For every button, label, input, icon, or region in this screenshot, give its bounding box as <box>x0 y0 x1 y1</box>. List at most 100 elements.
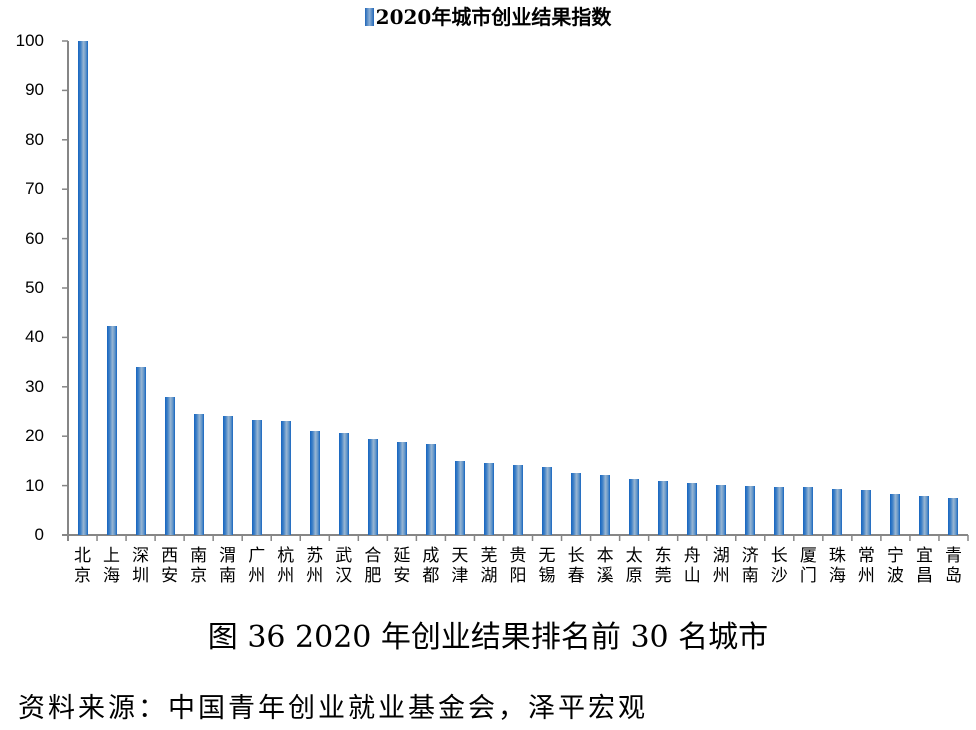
bar-湖州 <box>716 484 727 535</box>
x-tick-label: 深圳 <box>127 546 155 586</box>
y-tick-label: 30 <box>25 376 44 396</box>
x-tick-label: 渭南 <box>214 546 242 586</box>
y-tick-label: 100 <box>15 31 44 50</box>
y-tick-label: 50 <box>25 278 44 297</box>
x-tick-label-char: 安 <box>393 566 411 586</box>
x-tick-label: 常州 <box>852 546 880 586</box>
x-tick-label-char: 门 <box>799 566 817 586</box>
figure-caption: 图 36 2020 年创业结果排名前 30 名城市 <box>207 620 769 655</box>
x-tick-label-char: 太 <box>625 546 643 566</box>
bar-芜湖 <box>483 462 494 535</box>
bar-宁波 <box>890 494 901 535</box>
x-tick-label: 延安 <box>388 546 416 586</box>
x-tick-label: 芜湖 <box>475 546 503 586</box>
x-tick-label-char: 州 <box>277 566 295 586</box>
x-tick-label-char: 州 <box>857 566 875 586</box>
x-tick-label-char: 延 <box>393 546 411 566</box>
x-tick-label-char: 苏 <box>306 546 324 566</box>
x-tick-label-char: 武 <box>335 546 353 566</box>
x-tick-label-char: 芜 <box>480 546 498 566</box>
x-tick-label-char: 肥 <box>364 566 382 586</box>
x-tick-label-char: 春 <box>567 566 585 586</box>
x-tick-label-char: 舟 <box>683 546 701 566</box>
x-tick-label-char: 济 <box>741 546 759 566</box>
x-tick-label-char: 莞 <box>654 566 672 586</box>
y-tick-label: 10 <box>25 475 44 495</box>
x-tick-label-char: 长 <box>770 546 788 566</box>
x-tick-label-char: 京 <box>190 566 208 586</box>
x-tick-label: 舟山 <box>678 546 706 586</box>
x-tick-label-char: 深 <box>132 546 150 566</box>
x-tick-label-char: 南 <box>741 566 759 586</box>
bar-珠海 <box>832 488 843 535</box>
bar-无锡 <box>542 466 553 535</box>
y-tick-label: 90 <box>25 80 44 100</box>
x-tick-label-char: 山 <box>683 566 701 586</box>
x-tick-label-char: 津 <box>451 566 469 586</box>
x-tick-label-char: 原 <box>625 566 643 586</box>
bar-渭南 <box>222 415 233 535</box>
x-tick-label: 无锡 <box>533 546 561 586</box>
x-tick-label-char: 锡 <box>538 566 556 586</box>
bar-南京 <box>193 413 204 535</box>
x-tick-label-char: 州 <box>248 566 266 586</box>
y-tick-label: 20 <box>25 426 44 446</box>
x-tick-label-char: 渭 <box>219 546 237 566</box>
x-tick-label: 长沙 <box>765 546 793 586</box>
x-tick-label: 成都 <box>417 546 445 586</box>
bar-宜昌 <box>919 496 930 535</box>
legend-label: 2020年城市创业结果指数 <box>375 5 612 29</box>
bar-贵阳 <box>513 464 523 535</box>
bar-太原 <box>629 478 640 535</box>
x-tick-label-char: 珠 <box>828 546 846 566</box>
x-tick-label-char: 合 <box>364 546 382 566</box>
x-tick-label: 上海 <box>98 546 126 586</box>
x-tick-label-char: 贵 <box>509 546 527 566</box>
y-tick-label: 80 <box>25 129 44 149</box>
x-tick-label: 湖州 <box>707 546 735 586</box>
bar-成都 <box>425 444 436 535</box>
x-tick-label: 苏州 <box>301 546 329 586</box>
x-tick-label-char: 安 <box>161 566 179 586</box>
bar-本溪 <box>600 474 611 535</box>
bar-杭州 <box>280 420 291 535</box>
bar-长沙 <box>774 486 785 535</box>
x-tick-label: 厦门 <box>794 546 822 586</box>
bar-广州 <box>251 419 262 535</box>
x-tick-label-char: 无 <box>538 546 556 566</box>
x-tick-label: 武汉 <box>330 546 358 586</box>
chart-axes <box>62 40 969 541</box>
x-tick-label-char: 本 <box>596 546 614 566</box>
x-tick-label-char: 南 <box>219 566 237 586</box>
bar-苏州 <box>309 430 320 535</box>
x-tick-label-char: 州 <box>306 566 324 586</box>
bar-西安 <box>164 397 175 535</box>
x-tick-label-char: 阳 <box>509 566 527 586</box>
x-tick-label-char: 天 <box>451 546 469 566</box>
chart-legend: 2020年城市创业结果指数 <box>0 2 976 32</box>
bar-东莞 <box>658 480 669 535</box>
x-tick-label-char: 海 <box>103 566 121 586</box>
x-tick-label-char: 沙 <box>770 566 788 586</box>
x-tick-label-char: 南 <box>190 546 208 566</box>
y-tick-label: 70 <box>25 179 44 199</box>
x-tick-label-char: 圳 <box>132 566 150 586</box>
x-tick-label-char: 海 <box>828 566 846 586</box>
x-tick-label: 太原 <box>620 546 648 586</box>
source-note: 资料来源：中国青年创业就业基金会，泽平宏观 <box>18 693 648 724</box>
x-tick-label: 东莞 <box>649 546 677 586</box>
x-tick-label-char: 昌 <box>915 566 933 586</box>
x-tick-label: 天津 <box>446 546 474 586</box>
x-tick-label-char: 宁 <box>886 546 904 566</box>
bar-深圳 <box>135 367 146 535</box>
bar-舟山 <box>687 482 698 535</box>
x-tick-label: 珠海 <box>823 546 851 586</box>
y-tick-label: 0 <box>34 525 44 544</box>
bar-长春 <box>571 472 582 535</box>
x-tick-label-char: 常 <box>857 546 875 566</box>
x-tick-label: 宜昌 <box>910 546 938 586</box>
bar-合肥 <box>367 439 378 535</box>
x-tick-label-char: 广 <box>248 546 266 566</box>
legend-swatch-icon <box>364 8 374 26</box>
bar-青岛 <box>948 498 959 535</box>
